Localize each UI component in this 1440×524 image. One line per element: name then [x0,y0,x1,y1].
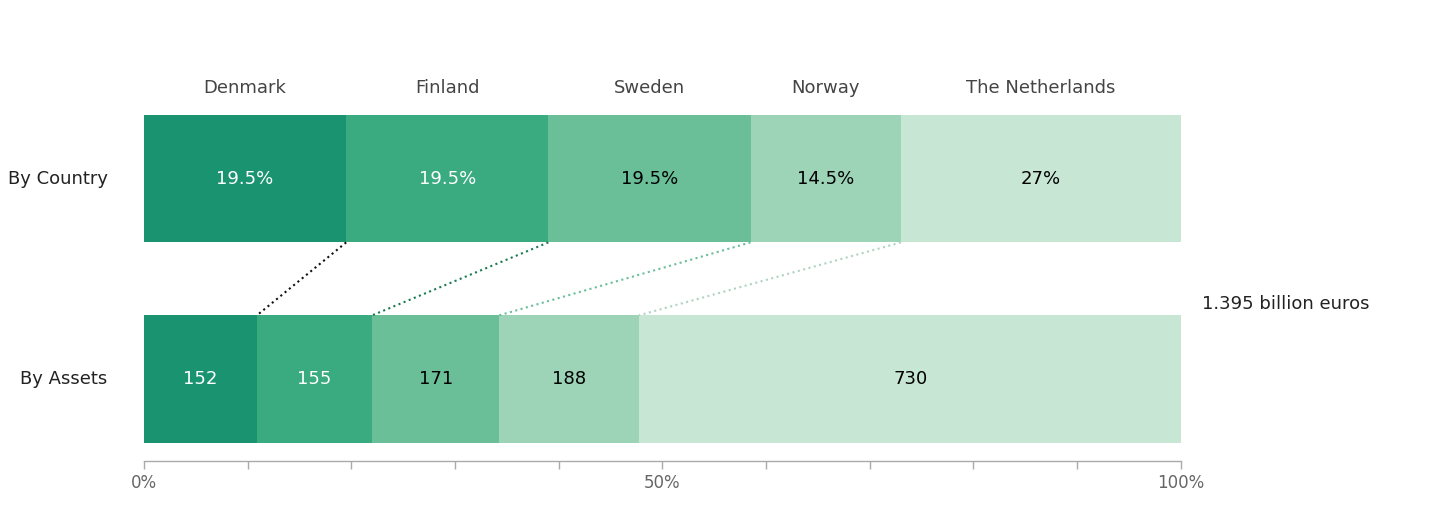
Bar [639,315,1182,443]
Text: 19.5%: 19.5% [216,170,274,188]
Text: Finland: Finland [415,79,480,96]
Bar [144,115,346,243]
Text: Norway: Norway [792,79,860,96]
Text: The Netherlands: The Netherlands [966,79,1116,96]
Text: Sweden: Sweden [613,79,685,96]
Text: 19.5%: 19.5% [419,170,475,188]
Text: 171: 171 [419,370,452,388]
Bar [549,115,750,243]
Text: 155: 155 [298,370,331,388]
Bar [256,315,372,443]
Text: 14.5%: 14.5% [798,170,854,188]
Text: 730: 730 [893,370,927,388]
Text: 152: 152 [183,370,217,388]
Bar [372,315,500,443]
Text: 27%: 27% [1021,170,1061,188]
Bar [750,115,901,243]
Text: 19.5%: 19.5% [621,170,678,188]
Text: 1.395 billion euros: 1.395 billion euros [1202,295,1369,313]
Text: 188: 188 [552,370,586,388]
Text: By Assets: By Assets [20,370,108,388]
Text: Denmark: Denmark [203,79,287,96]
Bar [500,315,639,443]
Bar [346,115,549,243]
Bar [144,315,256,443]
Bar [901,115,1181,243]
Text: By Country: By Country [7,170,108,188]
